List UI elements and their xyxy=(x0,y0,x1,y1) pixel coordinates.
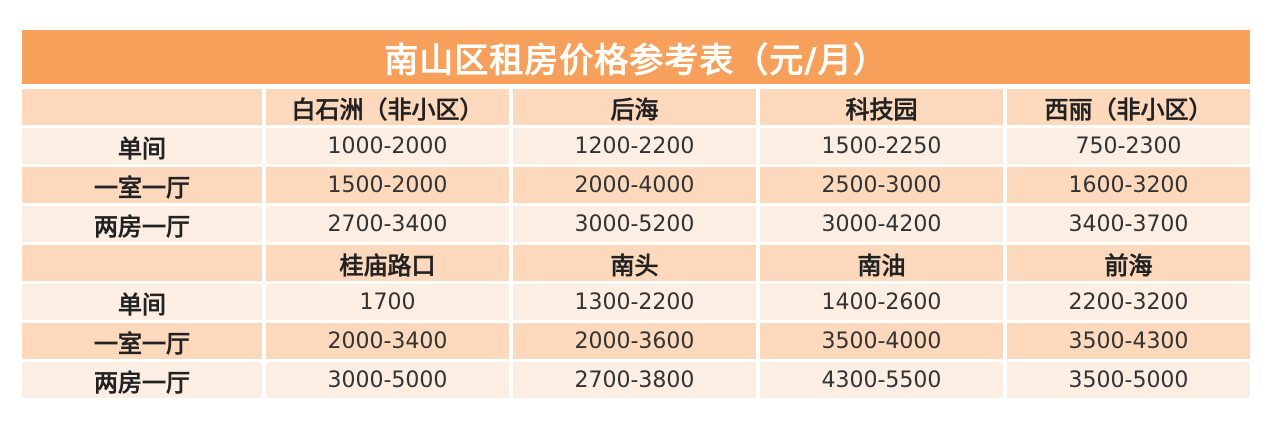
room-type-label: 两房一厅 xyxy=(22,362,262,398)
rent-price-table: 南山区租房价格参考表（元/月） 白石洲（非小区） 后海 科技园 西丽（非小区） … xyxy=(22,30,1250,401)
area-header: 后海 xyxy=(512,89,756,125)
price-cell: 2000-3600 xyxy=(512,323,756,359)
area-header: 西丽（非小区） xyxy=(1006,89,1250,125)
area-header: 南油 xyxy=(759,245,1003,281)
table-row: 一室一厅 2000-3400 2000-3600 3500-4000 3500-… xyxy=(22,323,1250,359)
price-cell: 2700-3800 xyxy=(512,362,756,398)
price-cell: 1500-2000 xyxy=(265,167,509,203)
room-type-label: 一室一厅 xyxy=(22,167,262,203)
price-cell: 750-2300 xyxy=(1006,128,1250,164)
price-cell: 1400-2600 xyxy=(759,284,1003,320)
price-cell: 2700-3400 xyxy=(265,206,509,242)
table-row: 两房一厅 3000-5000 2700-3800 4300-5500 3500-… xyxy=(22,362,1250,398)
price-cell: 1600-3200 xyxy=(1006,167,1250,203)
table-row: 单间 1000-2000 1200-2200 1500-2250 750-230… xyxy=(22,128,1250,164)
price-cell: 2500-3000 xyxy=(759,167,1003,203)
header-empty-cell xyxy=(22,89,262,125)
header-empty-cell xyxy=(22,245,262,281)
price-cell: 3000-5200 xyxy=(512,206,756,242)
price-cell: 2000-3400 xyxy=(265,323,509,359)
price-cell: 2200-3200 xyxy=(1006,284,1250,320)
area-header: 科技园 xyxy=(759,89,1003,125)
price-cell: 3000-4200 xyxy=(759,206,1003,242)
price-cell: 4300-5500 xyxy=(759,362,1003,398)
price-cell: 3000-5000 xyxy=(265,362,509,398)
price-grid: 白石洲（非小区） 后海 科技园 西丽（非小区） 单间 1000-2000 120… xyxy=(18,86,1254,401)
area-header: 白石洲（非小区） xyxy=(265,89,509,125)
room-type-label: 两房一厅 xyxy=(22,206,262,242)
price-cell: 3500-4300 xyxy=(1006,323,1250,359)
table-row: 一室一厅 1500-2000 2000-4000 2500-3000 1600-… xyxy=(22,167,1250,203)
price-cell: 2000-4000 xyxy=(512,167,756,203)
price-cell: 1200-2200 xyxy=(512,128,756,164)
price-cell: 1700 xyxy=(265,284,509,320)
area-header: 桂庙路口 xyxy=(265,245,509,281)
area-header-row: 桂庙路口 南头 南油 前海 xyxy=(22,245,1250,281)
price-cell: 1000-2000 xyxy=(265,128,509,164)
price-cell: 3400-3700 xyxy=(1006,206,1250,242)
area-header: 前海 xyxy=(1006,245,1250,281)
room-type-label: 一室一厅 xyxy=(22,323,262,359)
room-type-label: 单间 xyxy=(22,284,262,320)
price-cell: 1300-2200 xyxy=(512,284,756,320)
room-type-label: 单间 xyxy=(22,128,262,164)
price-cell: 3500-5000 xyxy=(1006,362,1250,398)
table-title: 南山区租房价格参考表（元/月） xyxy=(22,30,1250,84)
area-header: 南头 xyxy=(512,245,756,281)
table-row: 单间 1700 1300-2200 1400-2600 2200-3200 xyxy=(22,284,1250,320)
price-cell: 1500-2250 xyxy=(759,128,1003,164)
table-row: 两房一厅 2700-3400 3000-5200 3000-4200 3400-… xyxy=(22,206,1250,242)
price-cell: 3500-4000 xyxy=(759,323,1003,359)
area-header-row: 白石洲（非小区） 后海 科技园 西丽（非小区） xyxy=(22,89,1250,125)
